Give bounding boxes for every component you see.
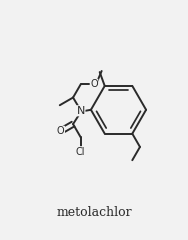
Text: metolachlor: metolachlor [56,206,132,219]
Text: O: O [90,79,98,89]
Text: O: O [57,126,64,136]
Text: Cl: Cl [76,147,86,157]
Text: N: N [77,106,85,116]
